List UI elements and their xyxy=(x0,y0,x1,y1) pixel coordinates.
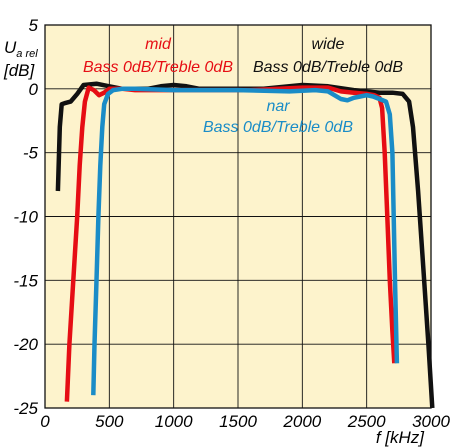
y-axis-label-main: U xyxy=(4,38,17,57)
x-tick-label: 3000 xyxy=(412,412,450,431)
x-tick-label: 2500 xyxy=(347,412,386,431)
x-tick-label: 0 xyxy=(40,412,50,431)
series-label-mid-name: mid xyxy=(145,36,172,53)
y-axis-label-subscript: a rel xyxy=(16,48,38,60)
x-tick-label: 1000 xyxy=(155,412,193,431)
series-labels: wide Bass 0dB/Treble 0dB mid Bass 0dB/Trebl… xyxy=(83,36,403,136)
y-tick-label: -20 xyxy=(13,335,38,354)
series-label-wide-settings: Bass 0dB/Treble 0dB xyxy=(253,59,403,76)
series-label-nar-name: nar xyxy=(266,98,290,115)
y-tick-label: 5 xyxy=(29,16,39,35)
y-tick-label: -5 xyxy=(23,144,39,163)
y-tick-label: -10 xyxy=(13,208,38,227)
y-axis-unit: [dB] xyxy=(3,61,36,80)
y-tick-label: 0 xyxy=(29,80,39,99)
series-lines xyxy=(55,81,435,409)
y-tick-label: -15 xyxy=(13,271,38,290)
tick-labels: 0 500 1000 1500 2000 2500 3000 5 0 -5 -10 -15 -20 -25 xyxy=(13,16,450,431)
y-tick-label: -25 xyxy=(13,399,38,418)
y-axis-label: Ua rel xyxy=(4,38,38,60)
x-axis-label: f [kHz] xyxy=(376,428,425,447)
x-tick-label: 500 xyxy=(95,412,124,431)
series-label-wide-name: wide xyxy=(312,36,345,53)
series-label-nar-settings: Bass 0dB/Treble 0dB xyxy=(203,119,353,136)
x-tick-label: 1500 xyxy=(219,412,257,431)
series-line-nar xyxy=(91,86,400,396)
x-tick-label: 2000 xyxy=(282,412,321,431)
series-label-mid-settings: Bass 0dB/Treble 0dB xyxy=(83,59,233,76)
